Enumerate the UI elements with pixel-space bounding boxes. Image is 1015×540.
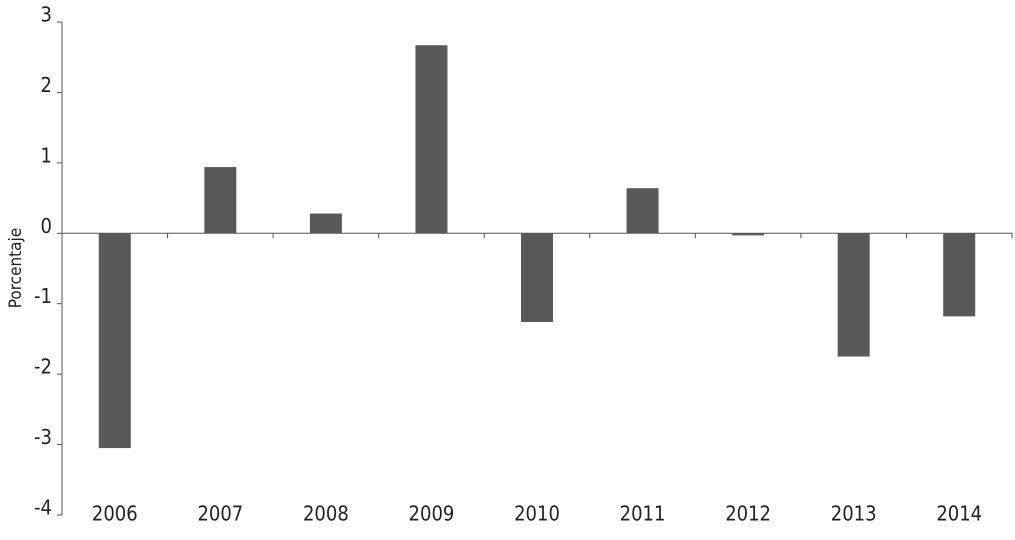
x-tick-label: 2008 [303, 502, 349, 526]
x-tick-label: 2010 [514, 502, 560, 526]
bar [521, 233, 553, 323]
x-tick-label: 2013 [831, 502, 877, 526]
y-tick-label: 1 [41, 143, 52, 167]
x-tick-label: 2014 [936, 502, 982, 526]
bar [732, 233, 765, 236]
x-tick-label: 2007 [197, 502, 243, 526]
bar [204, 167, 237, 234]
x-tick-label: 2006 [92, 502, 138, 526]
y-tick-label: -4 [34, 496, 52, 520]
y-tick-label: 0 [41, 214, 52, 238]
y-tick-label: -2 [34, 355, 52, 379]
bar [626, 188, 659, 234]
bar [943, 233, 976, 317]
y-axis-label: Porcentaje [6, 228, 26, 308]
bar [415, 45, 448, 234]
x-tick-label: 2009 [409, 502, 455, 526]
y-tick-label: 2 [41, 73, 52, 97]
x-tick-label: 2012 [725, 502, 771, 526]
y-tick-label: 3 [41, 3, 52, 27]
y-tick-label: -3 [34, 425, 52, 449]
bar [837, 233, 870, 357]
y-tick-label: -1 [34, 284, 52, 308]
bar [309, 213, 342, 234]
bar [98, 233, 131, 449]
x-tick-label: 2011 [620, 502, 666, 526]
